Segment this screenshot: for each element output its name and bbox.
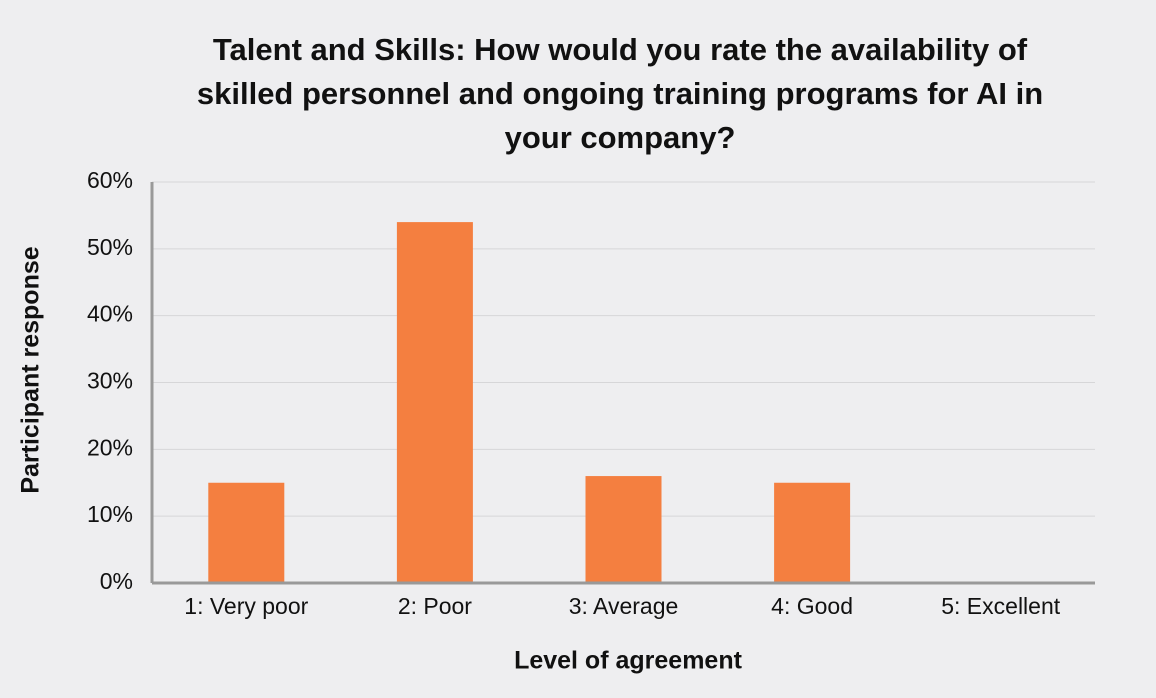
x-tick-label: 4: Good [771, 593, 853, 619]
x-tick-label: 1: Very poor [184, 593, 308, 619]
bar [585, 476, 662, 583]
y-tick-label: 20% [87, 434, 133, 460]
x-axis-label: Level of agreement [514, 647, 743, 675]
x-tick-label: 5: Excellent [941, 593, 1061, 619]
bar [396, 222, 473, 583]
bar [208, 482, 285, 583]
x-tick-label: 2: Poor [398, 593, 472, 619]
y-tick-label: 50% [87, 234, 133, 260]
y-tick-label: 60% [87, 167, 133, 193]
bar [774, 482, 851, 583]
x-tick-label: 3: Average [569, 593, 679, 619]
y-tick-label: 0% [100, 568, 133, 594]
y-tick-label: 30% [87, 368, 133, 394]
y-axis-label: Participant response [17, 246, 45, 493]
chart-title: Talent and Skills: How would you rate th… [196, 32, 1044, 155]
y-tick-label: 10% [87, 501, 133, 527]
y-tick-label: 40% [87, 301, 133, 327]
